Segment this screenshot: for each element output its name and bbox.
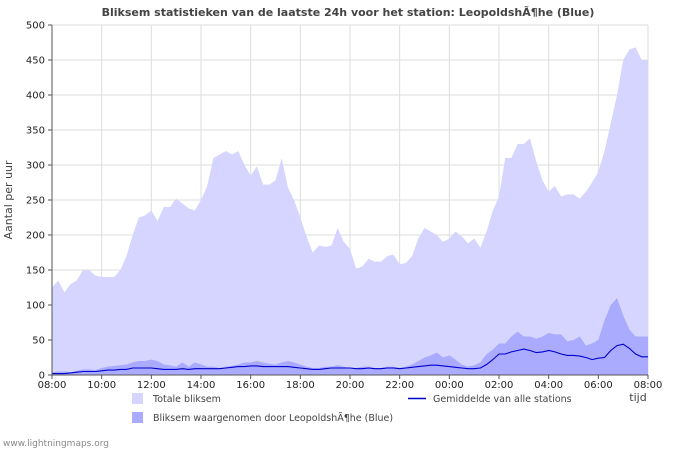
series-group [52,47,648,376]
legend-swatch-station [132,412,143,423]
x-tick-label-7: 22:00 [385,380,414,391]
series-area-1 [52,298,648,375]
y-tick-label-8: 400 [26,91,45,102]
x-tick-label-5: 18:00 [286,380,315,391]
x-tick-label-1: 10:00 [87,380,116,391]
y-tick-label-1: 50 [32,336,45,347]
y-tick-label-5: 250 [26,196,45,207]
y-tick-label-6: 300 [26,161,45,172]
y-tick-label-3: 150 [26,266,45,277]
y-tick-label-4: 200 [26,231,45,242]
x-tick-label-8: 00:00 [435,380,464,391]
x-tick-label-3: 14:00 [187,380,216,391]
footer-credit: www.lightningmaps.org [3,439,109,449]
chart-title: Bliksem statistieken van de laatste 24h … [102,6,595,19]
legend-label-average: Gemiddelde van alle stations [433,394,572,405]
y-tick-label-7: 350 [26,126,45,137]
y-axis-label: Aantal per uur [2,160,15,240]
y-tick-labels: 0 50 100 150 200 250 300 350 400 450 500 [26,21,52,382]
x-axis-label: tijd [629,391,646,404]
legend-label-station: Bliksem waargenomen door LeopoldshÃ¶he (… [153,413,393,424]
x-tick-label-2: 12:00 [137,380,166,391]
y-tick-label-10: 500 [26,21,45,32]
x-tick-label-10: 04:00 [534,380,563,391]
y-tick-label-0: 0 [39,371,45,382]
legend-swatch-total [132,393,143,404]
x-tick-label-6: 20:00 [336,380,365,391]
series-line-2 [52,343,648,375]
x-tick-label-4: 16:00 [236,380,265,391]
x-tick-label-11: 06:00 [584,380,613,391]
legend-label-total: Totale bliksem [152,394,221,405]
y-tick-label-9: 450 [26,56,45,67]
x-tick-label-9: 02:00 [485,380,514,391]
x-tick-label-0: 08:00 [38,380,67,391]
legend: Totale bliksem Gemiddelde van alle stati… [132,393,572,424]
x-tick-label-12: 08:00 [634,380,663,391]
series-area-0 [52,47,648,376]
y-tick-label-2: 100 [26,301,45,312]
x-tick-labels: 08:00 10:00 12:00 14:00 16:00 18:00 20:00 22:00… [38,375,663,391]
